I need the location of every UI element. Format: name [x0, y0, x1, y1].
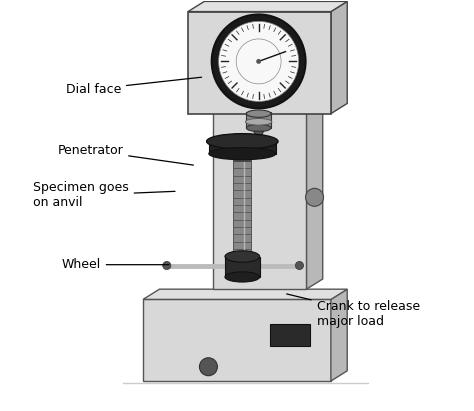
Ellipse shape: [225, 251, 260, 262]
Ellipse shape: [207, 134, 278, 149]
Ellipse shape: [209, 148, 276, 160]
Bar: [270, 324, 310, 346]
Circle shape: [212, 14, 306, 109]
Bar: [246, 113, 271, 128]
Polygon shape: [306, 95, 323, 289]
Text: Crank to release
major load: Crank to release major load: [287, 294, 420, 328]
Bar: [233, 148, 251, 261]
Ellipse shape: [246, 118, 272, 125]
Ellipse shape: [246, 124, 271, 132]
Bar: [234, 152, 250, 161]
Circle shape: [200, 358, 218, 376]
Text: Dial face: Dial face: [65, 77, 201, 96]
Circle shape: [163, 261, 171, 270]
Polygon shape: [143, 289, 347, 299]
Polygon shape: [331, 1, 347, 114]
Bar: [212, 106, 306, 289]
Polygon shape: [188, 1, 347, 12]
Circle shape: [256, 59, 261, 64]
Ellipse shape: [225, 272, 260, 282]
Text: Wheel: Wheel: [62, 258, 169, 271]
Circle shape: [306, 188, 324, 206]
Ellipse shape: [246, 110, 271, 117]
Circle shape: [219, 21, 299, 102]
Bar: [188, 12, 331, 114]
Bar: [209, 141, 276, 154]
Bar: [225, 256, 260, 277]
Text: Specimen goes
on anvil: Specimen goes on anvil: [33, 181, 175, 209]
Text: Penetrator: Penetrator: [57, 144, 193, 165]
Polygon shape: [331, 289, 347, 381]
Polygon shape: [212, 95, 323, 106]
Bar: [143, 299, 331, 381]
Circle shape: [295, 261, 303, 270]
Polygon shape: [254, 131, 264, 142]
